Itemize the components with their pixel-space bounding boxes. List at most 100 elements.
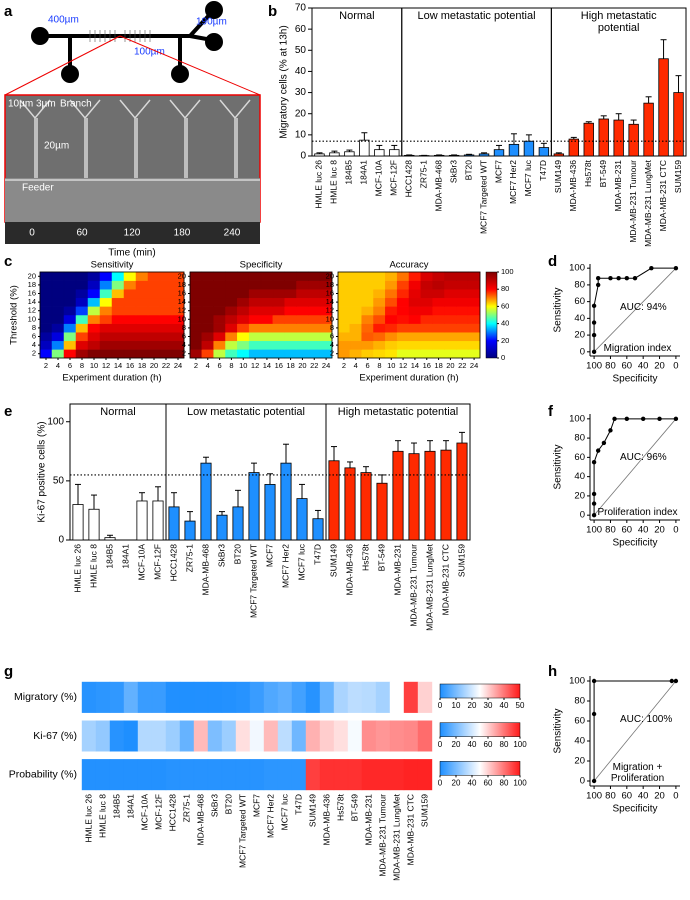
heatmap-cell: [75, 340, 89, 350]
heatmap-cell: [137, 681, 153, 713]
y-tick-label: 30: [295, 87, 307, 98]
heatmap-cell: [248, 314, 262, 324]
heatmap-cell: [189, 280, 203, 290]
heatmap-cell: [467, 280, 481, 290]
x-tick-label: 10: [90, 361, 98, 370]
x-tick-label: MDA-MB-231 LungMet: [391, 793, 401, 881]
colorbar-tick-label: 60: [501, 301, 509, 310]
heatmap-cell: [159, 280, 173, 290]
x-tick-label: Hs578t: [335, 793, 345, 821]
heatmap-cell: [296, 323, 309, 333]
y-tick-label: 12: [28, 306, 36, 315]
x-tick-label: 100: [586, 361, 602, 372]
colorbar: [439, 683, 521, 699]
colorbar-tick-label: 100: [513, 778, 527, 787]
heatmap-cell: [147, 323, 161, 333]
heatmap-cell: [123, 720, 139, 752]
reference-line: [593, 267, 677, 353]
error-bar: [443, 440, 449, 451]
roc-point: [624, 416, 630, 422]
heatmap-cell: [361, 323, 374, 333]
heatmap-cell: [39, 280, 53, 290]
heatmap-cell: [201, 288, 214, 299]
heatmap-cell: [389, 759, 405, 791]
heatmap-cell: [109, 720, 125, 752]
heatmap-cell: [109, 759, 125, 791]
heatmap-cell: [349, 340, 362, 350]
error-bar: [496, 144, 502, 150]
error-bar: [331, 446, 337, 461]
y-tick-label: 6: [32, 331, 36, 340]
heatmap-cell: [456, 314, 469, 324]
heatmap-cell: [63, 297, 77, 307]
heatmap-cell: [277, 759, 293, 791]
heatmap-cell: [75, 314, 89, 324]
x-tick-label: 20: [654, 361, 665, 372]
heatmap-cell: [159, 340, 173, 350]
heatmap-cell: [201, 331, 214, 342]
y-tick-label: 100: [569, 413, 585, 424]
error-bar: [675, 75, 682, 93]
heatmap-cell: [296, 306, 309, 316]
heatmap-cell: [444, 271, 457, 281]
x-tick-label: 4: [56, 361, 60, 370]
heatmap-cell: [284, 323, 297, 333]
heatmap-cell: [272, 349, 285, 359]
y-tick-label: 0: [58, 535, 64, 546]
heatmap-cell: [249, 720, 265, 752]
heatmap-cell: [333, 681, 349, 713]
bar: [248, 472, 260, 541]
heatmap-cell: [333, 720, 349, 752]
heatmap-cell: [87, 271, 101, 281]
time-tick: 60: [76, 228, 88, 239]
x-tick-label: 14: [114, 361, 122, 370]
heatmap-cell: [456, 297, 469, 307]
heatmap-cell: [467, 349, 481, 359]
heatmap-cell: [225, 349, 238, 359]
x-tick-label: SUM149: [307, 794, 317, 827]
x-tick-label: ZR75-1: [418, 160, 428, 189]
heatmap-cell: [308, 288, 321, 299]
bar: [404, 154, 415, 157]
x-tick-label: BT20: [223, 794, 233, 815]
heatmap-cell: [420, 349, 433, 359]
error-bar: [299, 483, 305, 499]
roc-point: [616, 276, 621, 281]
heatmap-cell: [277, 681, 293, 713]
error-bar: [555, 152, 562, 154]
heatmap-cell: [39, 314, 53, 324]
x-tick-label: 8: [377, 361, 381, 370]
heatmap-cell: [432, 340, 445, 350]
x-tick-label: MCF7: [264, 544, 274, 567]
heatmap-cell: [75, 331, 89, 342]
heatmap-cell: [467, 271, 481, 281]
heatmap-cell: [147, 271, 161, 281]
heatmap-cell: [159, 314, 173, 324]
bar: [568, 138, 579, 157]
image-label: 20µm: [44, 141, 69, 152]
heatmap-cell: [159, 271, 173, 281]
heatmap-cell: [349, 288, 362, 299]
y-tick-label: 40: [574, 736, 585, 747]
row-label: Ki-67 (%): [33, 730, 77, 742]
heatmap-cell: [123, 314, 137, 324]
heatmap-cell: [213, 280, 226, 290]
heatmap-cell: [467, 340, 481, 350]
heatmap-cell: [213, 323, 226, 333]
heatmap-cell: [221, 681, 237, 713]
y-tick-label: 2: [32, 349, 36, 358]
image-label: Feeder: [22, 183, 54, 194]
heatmap-cell: [111, 306, 125, 316]
x-tick-label: 60: [622, 791, 633, 802]
heatmap-cell: [284, 297, 297, 307]
heatmap-cell: [361, 297, 374, 307]
heatmap-cell: [396, 314, 410, 324]
y-tick-label: 18: [28, 280, 36, 289]
heatmap-cell: [123, 280, 137, 290]
x-tick-label: ZR75-1: [184, 544, 194, 573]
x-tick-label: BT-549: [598, 160, 608, 188]
error-bar: [600, 115, 607, 119]
heatmap-cell: [347, 720, 363, 752]
heatmap-cell: [349, 331, 362, 342]
x-tick-label: HCC1428: [167, 794, 177, 832]
